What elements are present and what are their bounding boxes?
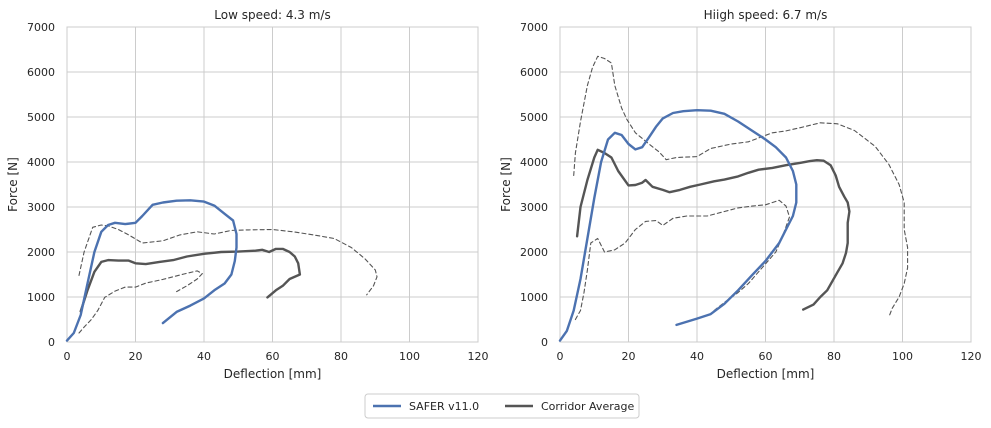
x-tick-label: 0: [64, 350, 71, 363]
x-tick-label: 80: [334, 350, 348, 363]
x-tick-label: 80: [827, 350, 841, 363]
y-tick-label: 3000: [27, 201, 55, 214]
corridor-average-line: [79, 247, 302, 313]
y-tick-label: 7000: [27, 21, 55, 34]
chart-title: Hiigh speed: 6.7 m/s: [704, 8, 828, 22]
x-axis-label: Deflection [mm]: [717, 367, 815, 381]
y-axis-label: Force [N]: [6, 157, 20, 212]
x-tick-label: 120: [961, 350, 982, 363]
x-axis-label: Deflection [mm]: [224, 367, 322, 381]
y-tick-label: 4000: [520, 156, 548, 169]
corridor-boundary-dashed-line: [574, 199, 791, 321]
corridor-boundary-dashed-line: [78, 270, 203, 334]
x-tick-label: 40: [197, 350, 211, 363]
y-tick-label: 2000: [27, 246, 55, 259]
safer-v11-0-line: [65, 199, 238, 342]
legend-label: SAFER v11.0: [409, 400, 479, 413]
x-tick-label: 60: [266, 350, 280, 363]
corridor-average-line: [575, 148, 851, 311]
x-tick-label: 100: [399, 350, 420, 363]
chart-legend: SAFER v11.0 Corridor Average: [364, 393, 640, 419]
plot-frame: [66, 26, 479, 343]
chart-panel-high-speed: 0 20 40 60 80 100 120 0 1000 2000 3000 4000 5000 6000…: [499, 8, 982, 381]
x-tick-label: 120: [468, 350, 489, 363]
y-tick-label: 5000: [27, 111, 55, 124]
y-tick-label: 6000: [520, 66, 548, 79]
y-tick-label: 0: [48, 336, 55, 349]
y-tick-label: 0: [541, 336, 548, 349]
x-tick-label: 20: [622, 350, 636, 363]
y-axis-label: Force [N]: [499, 157, 513, 212]
x-tick-label: 40: [690, 350, 704, 363]
legend-label: Corridor Average: [541, 400, 634, 413]
safer-v11-0-line: [558, 108, 798, 342]
legend-box: [364, 393, 640, 419]
y-tick-label: 1000: [27, 291, 55, 304]
y-tick-label: 3000: [520, 201, 548, 214]
corridor-boundary-dashed-line: [573, 55, 909, 318]
y-tick-label: 2000: [520, 246, 548, 259]
x-tick-label: 100: [892, 350, 913, 363]
y-tick-label: 6000: [27, 66, 55, 79]
y-tick-label: 1000: [520, 291, 548, 304]
x-tick-label: 0: [557, 350, 564, 363]
chart-panel-low-speed: 0 20 40 60 80 100 120 0 1000 2000 3000 4000 5000 6000…: [6, 8, 489, 381]
x-tick-label: 60: [759, 350, 773, 363]
plot-frame: [559, 26, 972, 343]
y-tick-label: 7000: [520, 21, 548, 34]
y-tick-label: 5000: [520, 111, 548, 124]
x-tick-label: 20: [129, 350, 143, 363]
chart-title: Low speed: 4.3 m/s: [214, 8, 330, 22]
y-tick-label: 4000: [27, 156, 55, 169]
